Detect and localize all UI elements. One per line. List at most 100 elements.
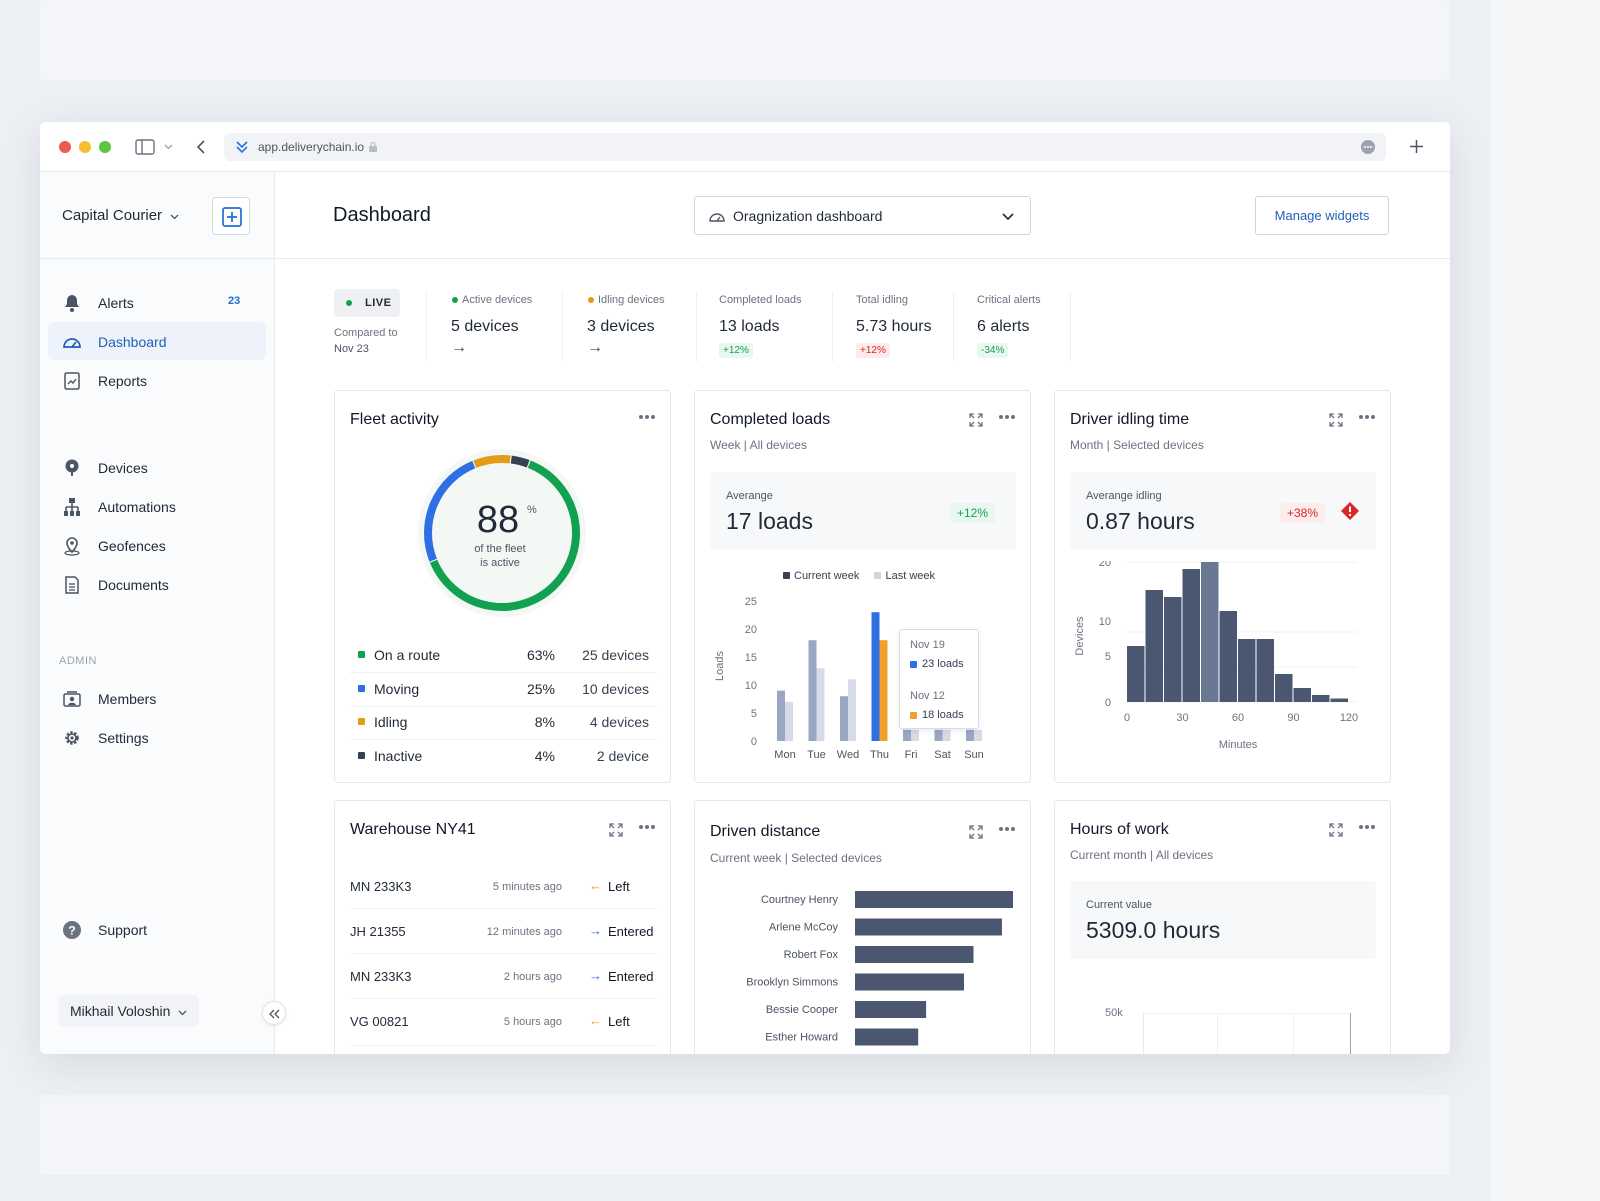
y-axis-label: Loads: [714, 651, 726, 681]
sidebar-item-label: Geofences: [98, 538, 166, 554]
warehouse-row[interactable]: MN 233K3 2 hours ago → Entered: [350, 955, 657, 999]
histogram-bar[interactable]: [1219, 611, 1238, 702]
y-tick-label: 10: [1099, 616, 1111, 628]
sidebar-item-dashboard[interactable]: Dashboard: [48, 322, 266, 360]
address-bar[interactable]: app.deliverychain.io: [224, 133, 1386, 161]
zoom-window-dot[interactable]: [99, 141, 111, 153]
distance-bar[interactable]: [855, 1028, 919, 1046]
new-tab-icon[interactable]: [1409, 139, 1424, 154]
warehouse-row[interactable]: VG 00821 5 hours ago ← Left: [350, 1000, 657, 1044]
plus-square-icon: [222, 207, 242, 227]
donut-segment: [424, 460, 476, 562]
bell-icon: [65, 295, 79, 312]
average-value: 0.87 hours: [1086, 508, 1195, 534]
add-widget-button[interactable]: [212, 197, 250, 235]
bar-last-week[interactable]: [816, 668, 825, 741]
histogram-bar[interactable]: [1127, 646, 1145, 702]
more-options-icon[interactable]: [1359, 823, 1377, 831]
distance-bar[interactable]: [855, 946, 974, 963]
org-name: Capital Courier: [62, 207, 163, 224]
average-change: +38%: [1280, 503, 1326, 523]
chart-grid: [1143, 1013, 1351, 1054]
warehouse-row[interactable]: MN 233K3 5 minutes ago ← Left: [350, 865, 657, 909]
histogram-bar[interactable]: [1293, 688, 1312, 702]
bar-last-week[interactable]: [785, 701, 793, 741]
bar-current-week[interactable]: [966, 729, 974, 741]
bar-current-week[interactable]: [808, 640, 817, 741]
extensions-icon[interactable]: [1360, 139, 1376, 155]
browser-window: app.deliverychain.io Capital Courier Ale…: [40, 122, 1450, 1054]
expand-icon[interactable]: [608, 822, 624, 838]
sidebar-item-automations[interactable]: Automations: [48, 487, 266, 525]
histogram-bar[interactable]: [1256, 639, 1275, 702]
more-options-icon[interactable]: [639, 823, 657, 831]
sidebar-item-devices[interactable]: Devices: [48, 448, 266, 486]
histogram-bar[interactable]: [1164, 597, 1182, 702]
manage-widgets-button[interactable]: Manage widgets: [1255, 196, 1389, 235]
bar-last-week[interactable]: [974, 729, 982, 741]
warehouse-row[interactable]: JH 21355 12 minutes ago → Entered: [350, 910, 657, 954]
histogram-bar[interactable]: [1182, 569, 1201, 702]
bar-category-label: Bessie Cooper: [766, 1004, 838, 1016]
collapse-sidebar-button[interactable]: [262, 1001, 286, 1025]
sidebar-toggle-icon[interactable]: [135, 139, 155, 155]
org-switcher[interactable]: Capital Courier: [62, 207, 179, 224]
minimize-window-dot[interactable]: [79, 141, 91, 153]
sidebar-item-geofences[interactable]: Geofences: [48, 526, 266, 564]
histogram-bar[interactable]: [1275, 674, 1293, 702]
bar-last-week[interactable]: [879, 640, 888, 741]
user-menu[interactable]: Mikhail Voloshin: [58, 995, 200, 1027]
bar-current-week[interactable]: [934, 729, 943, 741]
card-title: Hours of work: [1070, 821, 1169, 838]
more-options-icon[interactable]: [639, 413, 657, 421]
sidebar-item-documents[interactable]: Documents: [48, 565, 266, 603]
page-title: Dashboard: [333, 204, 431, 226]
sidebar-item-label: Devices: [98, 460, 148, 476]
sidebar-item-support[interactable]: ? Support: [48, 910, 266, 948]
sidebar-item-members[interactable]: Members: [48, 679, 266, 717]
y-tick-label: 0: [751, 736, 757, 748]
expand-icon[interactable]: [1328, 822, 1344, 838]
histogram-bar[interactable]: [1312, 695, 1330, 702]
x-tick-label: Tue: [807, 749, 826, 761]
bar-current-week[interactable]: [871, 612, 880, 741]
divider: [1070, 292, 1071, 362]
legend-current: Current week: [794, 570, 860, 582]
idling-histogram: Devices 20 10 5 0 0 30 60 90 120 Minutes: [1074, 561, 1358, 751]
bar-last-week[interactable]: [848, 679, 856, 741]
legend-swatch: [358, 684, 365, 692]
histogram-bar[interactable]: [1145, 590, 1164, 702]
sidebar-item-label: Members: [98, 691, 157, 707]
chevron-down-icon[interactable]: [164, 144, 173, 150]
more-options-icon[interactable]: [999, 413, 1017, 421]
bar-last-week[interactable]: [911, 729, 919, 741]
expand-icon[interactable]: [1328, 412, 1344, 428]
histogram-bar[interactable]: [1330, 698, 1349, 703]
distance-bar[interactable]: [855, 1001, 927, 1018]
more-options-icon[interactable]: [1359, 413, 1377, 421]
card-title: Driven distance: [710, 823, 821, 840]
legend-swatch: [783, 572, 790, 579]
alerts-badge: 23: [228, 295, 241, 307]
bar-current-week[interactable]: [903, 729, 911, 741]
more-options-icon[interactable]: [999, 825, 1017, 833]
stat-label-text: Idling devices: [598, 294, 665, 306]
bar-last-week[interactable]: [942, 729, 951, 741]
bar-current-week[interactable]: [777, 690, 785, 741]
histogram-bar[interactable]: [1201, 562, 1219, 702]
distance-bar[interactable]: [855, 891, 1013, 908]
back-arrow-icon[interactable]: [196, 139, 206, 155]
dashboard-select[interactable]: Oragnization dashboard: [694, 196, 1031, 235]
legend-devices: 4 devices: [589, 714, 649, 730]
histogram-bar[interactable]: [1238, 639, 1256, 702]
legend-swatch: [358, 651, 365, 658]
sidebar-item-reports[interactable]: Reports: [48, 361, 266, 399]
bar-current-week[interactable]: [840, 696, 848, 741]
close-window-dot[interactable]: [59, 141, 71, 153]
sidebar-item-settings[interactable]: Settings: [48, 718, 266, 756]
expand-icon[interactable]: [968, 824, 984, 840]
distance-bar[interactable]: [855, 918, 1002, 936]
expand-icon[interactable]: [968, 412, 984, 428]
distance-bar[interactable]: [855, 973, 965, 991]
sidebar-item-alerts[interactable]: Alerts 23: [48, 283, 266, 321]
